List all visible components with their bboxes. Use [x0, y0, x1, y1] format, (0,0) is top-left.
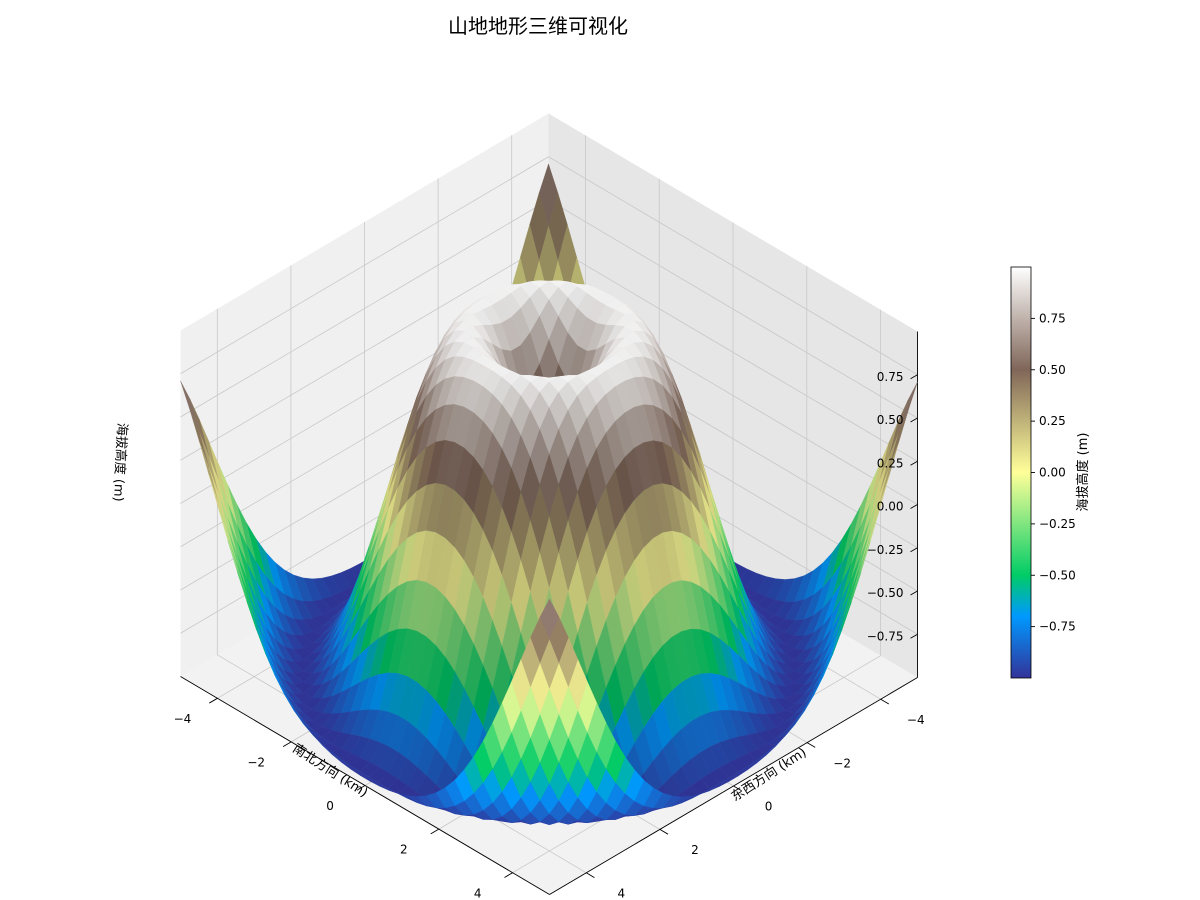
z-tick — [910, 374, 918, 380]
z-tick — [910, 590, 918, 596]
colorbar-tick-label: 0.50 — [1039, 363, 1066, 377]
wall-gridline-z — [180, 242, 549, 461]
x-tick-label: 2 — [400, 843, 408, 857]
x-tick — [209, 697, 218, 704]
z-tick-label: −0.25 — [867, 543, 904, 557]
y-tick — [880, 698, 890, 705]
y-tick — [586, 872, 595, 878]
z-tick-label: −0.50 — [867, 586, 904, 600]
colorbar-tick-label: −0.25 — [1039, 517, 1076, 531]
y-tick-label: 0 — [765, 800, 773, 814]
z-tick-label: 0.25 — [877, 456, 904, 470]
colorbar: −0.75 −0.50 −0.25 0.00 0.25 0.50 0.75 海拔高度 (m) — [1010, 266, 1091, 679]
wall-gridline-z — [548, 199, 918, 419]
wall-gridline-z — [180, 156, 549, 375]
z-tick — [910, 547, 918, 553]
wall-gridline-z — [548, 242, 918, 462]
x-tick — [282, 741, 292, 748]
colorbar-tick-label: 0.75 — [1039, 311, 1066, 325]
y-tick — [659, 829, 669, 835]
z-tick-label: 0.75 — [877, 370, 904, 384]
y-tick-label: −2 — [833, 756, 851, 770]
x-tick-label: 0 — [326, 799, 334, 813]
z-tick — [910, 417, 918, 423]
x-tick-label: 4 — [474, 886, 482, 900]
y-tick — [733, 785, 742, 792]
z-tick — [910, 460, 918, 466]
axis-ticks: −4 −2 0 2 4 −4 −2 0 2 4 −0.75 −0.50 −0.25 0.00 0.25 0.5… — [174, 370, 925, 900]
y-tick-label: 4 — [618, 887, 626, 900]
colorbar-label: 海拔高度 (m) — [1075, 433, 1091, 512]
colorbar-tick-label: −0.75 — [1039, 620, 1076, 634]
z-tick-label: −0.75 — [867, 629, 904, 643]
x-tick — [356, 785, 366, 791]
colorbar-ticks: −0.75 −0.50 −0.25 0.00 0.25 0.50 0.75 — [1031, 311, 1076, 634]
terrain-surface — [180, 163, 918, 825]
wall-gridline-z — [180, 199, 549, 418]
y-tick-label: −4 — [907, 713, 925, 727]
z-axis-label: 海拔高度 (m) — [110, 422, 130, 502]
z-tick — [910, 504, 918, 509]
colorbar-tick-label: −0.50 — [1039, 568, 1076, 582]
y-tick — [806, 742, 816, 748]
colorbar-gradient — [1010, 266, 1032, 679]
z-tick-label: 0.00 — [877, 500, 904, 514]
surface-facet — [539, 598, 560, 640]
x-tick-label: −4 — [174, 712, 192, 726]
x-tick — [430, 828, 440, 835]
z-tick — [910, 633, 918, 639]
x-tick — [504, 872, 513, 878]
chart-title: 山地地形三维可视化 — [448, 14, 628, 38]
colorbar-tick-label: 0.25 — [1039, 414, 1066, 428]
z-tick-label: 0.50 — [877, 413, 904, 427]
x-tick-label: −2 — [247, 756, 265, 770]
colorbar-tick-label: 0.00 — [1039, 466, 1066, 480]
wall-gridline-z — [548, 156, 918, 376]
y-tick-label: 2 — [691, 843, 699, 857]
